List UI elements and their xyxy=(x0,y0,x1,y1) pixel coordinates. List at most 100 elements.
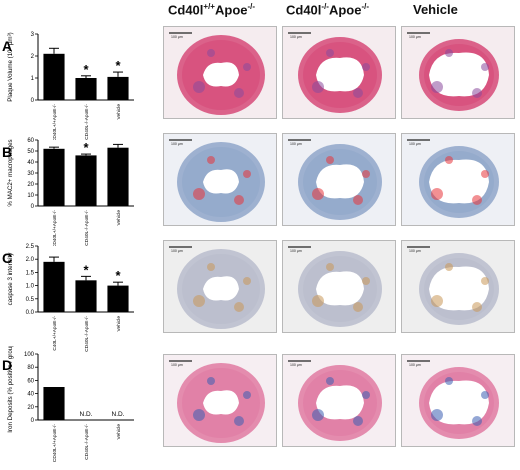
y-tick-label: 3 xyxy=(31,32,35,38)
y-tick-label: 0.5 xyxy=(26,297,35,303)
col2-prefix: Cd40l xyxy=(286,2,322,18)
col1-prefix: Cd40l xyxy=(168,2,204,18)
stain-spot xyxy=(431,409,443,421)
category-label: Vehicle xyxy=(116,424,122,440)
y-tick-label: 40 xyxy=(27,392,34,398)
stain-spot xyxy=(193,188,205,200)
y-tick-label: 30 xyxy=(27,171,34,177)
bar xyxy=(107,76,129,100)
scale-bar-label: 100 µm xyxy=(171,142,183,146)
y-tick-label: 2.0 xyxy=(26,257,35,263)
y-tick-label: 2 xyxy=(31,54,35,60)
stain-spot xyxy=(234,416,244,426)
bar xyxy=(107,285,129,312)
scale-bar-label: 100 µm xyxy=(409,35,421,39)
significance-marker: * xyxy=(83,262,89,277)
category-label: CD40L-/-ApoE-/- xyxy=(84,210,90,246)
row-label-a: A xyxy=(2,38,13,54)
stain-spot xyxy=(207,377,215,385)
bar xyxy=(107,147,129,206)
stain-spot xyxy=(472,302,482,312)
y-tick-label: 60 xyxy=(27,378,34,384)
lumen xyxy=(203,169,239,194)
micrograph-b-2: 100 µm xyxy=(282,133,396,226)
stain-spot xyxy=(445,377,453,385)
stain-spot xyxy=(353,302,363,312)
stain-spot xyxy=(431,295,443,307)
stain-spot xyxy=(193,295,205,307)
micrograph-drawing: 100 µm xyxy=(169,360,265,443)
stain-spot xyxy=(353,88,363,98)
row-label-b: B xyxy=(2,144,13,160)
category-label: Vehicle xyxy=(116,210,122,226)
micrograph-drawing: 100 µm xyxy=(288,360,382,441)
y-axis-title: % MAC2+ macrophages xyxy=(7,139,14,206)
col3-text: Vehicle xyxy=(413,2,458,17)
micrograph-drawing: 100 µm xyxy=(288,246,382,327)
micrograph-b-3: 100 µm xyxy=(401,133,515,226)
micrograph-c-1: 100 µm xyxy=(163,240,277,333)
bar xyxy=(43,387,65,420)
stain-spot xyxy=(234,195,244,205)
category-label: CD40L+/+ApoE-/- xyxy=(52,210,58,246)
stain-spot xyxy=(326,377,334,385)
category-label: C40L+/+ApoE-/- xyxy=(52,316,58,351)
micrograph-drawing: 100 µm xyxy=(407,360,499,439)
significance-marker: * xyxy=(115,268,121,283)
y-tick-label: 50 xyxy=(27,149,34,155)
lumen xyxy=(203,276,239,301)
y-axis-title: Plaque Volume (10⁶ µm³) xyxy=(7,32,14,101)
stain-spot xyxy=(243,391,251,399)
y-axis-title: Iron Deposits (% positive / group) xyxy=(7,346,14,433)
stain-spot xyxy=(481,391,489,399)
stain-spot xyxy=(472,195,482,205)
bar xyxy=(75,78,97,100)
col2-mid: Apoe xyxy=(328,2,362,18)
lumen xyxy=(316,57,364,92)
stain-spot xyxy=(362,277,370,285)
y-tick-label: 10 xyxy=(27,193,34,199)
scale-bar-label: 100 µm xyxy=(409,249,421,253)
lumen xyxy=(316,271,364,306)
category-label: CD40L-/-ApoE-/- xyxy=(84,424,90,460)
y-tick-label: 0 xyxy=(31,98,35,104)
significance-marker: * xyxy=(115,58,121,73)
y-tick-label: 100 xyxy=(24,352,35,358)
stain-spot xyxy=(326,156,334,164)
micrograph-a-1: 100 µm xyxy=(163,26,277,119)
stain-spot xyxy=(481,170,489,178)
stain-spot xyxy=(312,81,324,93)
column-header-cd40l-wt: Cd40l+/+Apoe-/- xyxy=(168,2,255,17)
stain-spot xyxy=(312,409,324,421)
stain-spot xyxy=(193,409,205,421)
category-label: Vehicle xyxy=(116,104,122,120)
y-tick-label: 1.0 xyxy=(26,284,35,290)
micrograph-drawing: 100 µm xyxy=(407,32,499,111)
stain-spot xyxy=(234,302,244,312)
scale-bar-label: 100 µm xyxy=(290,35,302,39)
y-tick-label: 20 xyxy=(27,405,34,411)
lumen xyxy=(429,52,489,97)
y-tick-label: 0 xyxy=(31,204,35,210)
not-detected-label: N.D. xyxy=(80,411,93,418)
micrograph-drawing: 100 µm xyxy=(169,32,265,115)
scale-bar-label: 100 µm xyxy=(171,249,183,253)
not-detected-label: N.D. xyxy=(112,411,125,418)
y-tick-label: 1 xyxy=(31,76,35,82)
category-label: CD40L+/+ApoE-/- xyxy=(52,424,58,463)
micrograph-drawing: 100 µm xyxy=(169,246,265,329)
stain-spot xyxy=(472,416,482,426)
micrograph-drawing: 100 µm xyxy=(288,32,382,113)
lumen xyxy=(429,380,489,425)
micrograph-a-2: 100 µm xyxy=(282,26,396,119)
lumen xyxy=(203,390,239,415)
stain-spot xyxy=(362,391,370,399)
bar-chart-caspase3: caspase 3 intensity 0.0 0.5 1.0 1.5 2.0 2.5 C40… xyxy=(7,244,134,352)
lumen xyxy=(429,159,489,204)
bar xyxy=(75,280,97,312)
micrograph-drawing: 100 µm xyxy=(169,139,265,222)
stain-spot xyxy=(481,277,489,285)
significance-marker: * xyxy=(83,62,89,77)
y-tick-label: 20 xyxy=(27,182,34,188)
col2-sup2: -/- xyxy=(361,2,370,11)
